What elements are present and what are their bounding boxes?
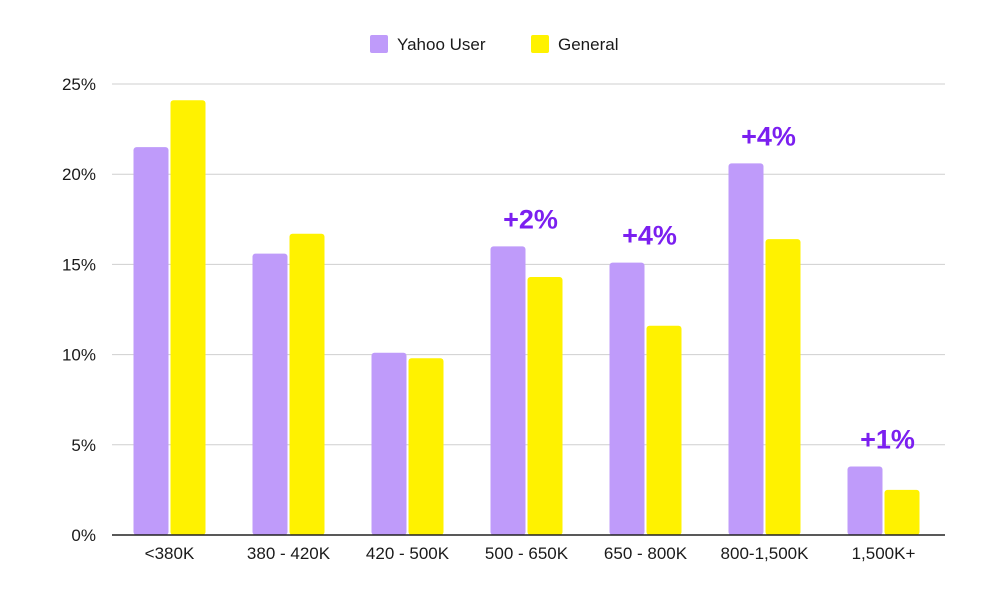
bar-general <box>170 100 206 536</box>
bar-general <box>765 239 801 536</box>
x-tick-label: <380K <box>145 544 195 563</box>
y-tick-label: 15% <box>62 255 96 274</box>
x-tick-label: 380 - 420K <box>247 544 331 563</box>
difference-annotation: +4% <box>622 221 677 251</box>
difference-annotation: +1% <box>860 424 915 454</box>
bar-yahoo-user <box>847 466 883 535</box>
bar-general <box>646 325 682 535</box>
bar-general <box>527 277 563 535</box>
y-tick-label: 25% <box>62 75 96 94</box>
x-tick-label: 800-1,500K <box>721 544 810 563</box>
bar-yahoo-user <box>728 163 764 535</box>
bar-general <box>289 233 325 535</box>
x-tick-label: 420 - 500K <box>366 544 450 563</box>
bar-yahoo-user <box>252 253 288 536</box>
bar-yahoo-user <box>490 246 526 536</box>
difference-annotation: +2% <box>503 204 558 234</box>
x-tick-label: 650 - 800K <box>604 544 688 563</box>
bar-yahoo-user <box>609 262 645 535</box>
y-tick-label: 5% <box>71 436 96 455</box>
bar-general <box>408 358 444 535</box>
legend-swatch-yahoo-user <box>370 35 388 53</box>
bar-yahoo-user <box>133 147 169 535</box>
y-tick-label: 10% <box>62 346 96 365</box>
x-tick-label: 500 - 650K <box>485 544 569 563</box>
y-tick-label: 0% <box>71 526 96 545</box>
x-tick-label: 1,500K+ <box>852 544 916 563</box>
bar-yahoo-user <box>371 352 407 535</box>
y-tick-label: 20% <box>62 165 96 184</box>
bar-general <box>884 489 920 535</box>
legend-label: Yahoo User <box>397 35 486 54</box>
legend-swatch-general <box>531 35 549 53</box>
legend-label: General <box>558 35 618 54</box>
difference-annotation: +4% <box>741 121 796 151</box>
